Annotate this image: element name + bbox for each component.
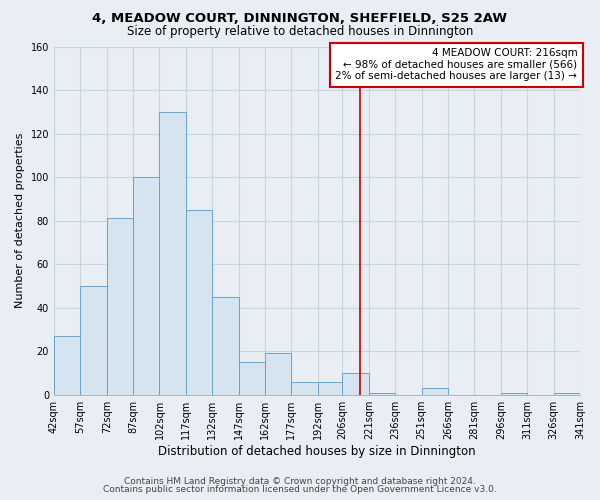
Bar: [369, 392, 395, 394]
Bar: [186, 210, 212, 394]
X-axis label: Distribution of detached houses by size in Dinnington: Distribution of detached houses by size …: [158, 444, 476, 458]
Bar: [239, 362, 265, 394]
Bar: [343, 373, 369, 394]
Text: Size of property relative to detached houses in Dinnington: Size of property relative to detached ho…: [127, 24, 473, 38]
Bar: [292, 382, 318, 394]
Text: Contains HM Land Registry data © Crown copyright and database right 2024.: Contains HM Land Registry data © Crown c…: [124, 477, 476, 486]
Y-axis label: Number of detached properties: Number of detached properties: [15, 133, 25, 308]
Bar: [80, 286, 107, 395]
Bar: [54, 336, 80, 394]
Bar: [554, 392, 580, 394]
Bar: [318, 382, 343, 394]
Bar: [501, 392, 527, 394]
Text: 4, MEADOW COURT, DINNINGTON, SHEFFIELD, S25 2AW: 4, MEADOW COURT, DINNINGTON, SHEFFIELD, …: [92, 12, 508, 26]
Bar: [133, 177, 160, 394]
Text: Contains public sector information licensed under the Open Government Licence v3: Contains public sector information licen…: [103, 485, 497, 494]
Bar: [212, 297, 239, 394]
Bar: [265, 354, 292, 395]
Bar: [107, 218, 133, 394]
Bar: [422, 388, 448, 394]
Text: 4 MEADOW COURT: 216sqm
← 98% of detached houses are smaller (566)
2% of semi-det: 4 MEADOW COURT: 216sqm ← 98% of detached…: [335, 48, 577, 82]
Bar: [160, 112, 186, 395]
